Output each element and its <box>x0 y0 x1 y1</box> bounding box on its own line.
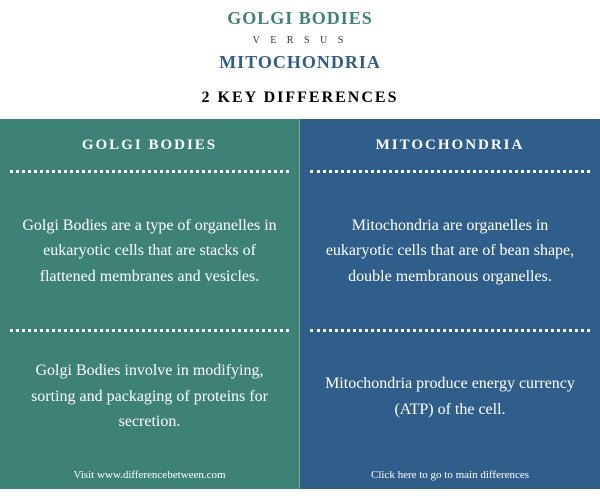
versus-label: V E R S U S <box>0 35 600 46</box>
header-section: GOLGI BODIES V E R S U S MITOCHONDRIA 2 … <box>0 0 600 119</box>
golgi-definition-cell: Golgi Bodies are a type of organelles in… <box>0 173 299 329</box>
title-golgi: GOLGI BODIES <box>0 8 600 29</box>
mitochondria-function-cell: Mitochondria produce energy currency (AT… <box>300 332 600 461</box>
column-header-golgi: GOLGI BODIES <box>0 119 299 170</box>
golgi-function-cell: Golgi Bodies involve in modifying, sorti… <box>0 332 299 461</box>
column-header-mitochondria: MITOCHONDRIA <box>300 119 600 170</box>
column-golgi: GOLGI BODIES Golgi Bodies are a type of … <box>0 119 300 489</box>
key-differences-heading: 2 KEY DIFFERENCES <box>0 89 600 107</box>
mitochondria-definition-cell: Mitochondria are organelles in eukaryoti… <box>300 173 600 329</box>
title-mitochondria: MITOCHONDRIA <box>0 52 600 73</box>
footer-right[interactable]: Click here to go to main differences <box>300 461 600 489</box>
column-mitochondria: MITOCHONDRIA Mitochondria are organelles… <box>300 119 600 489</box>
comparison-table: GOLGI BODIES Golgi Bodies are a type of … <box>0 119 600 489</box>
footer-left: Visit www.differencebetween.com <box>0 461 299 489</box>
